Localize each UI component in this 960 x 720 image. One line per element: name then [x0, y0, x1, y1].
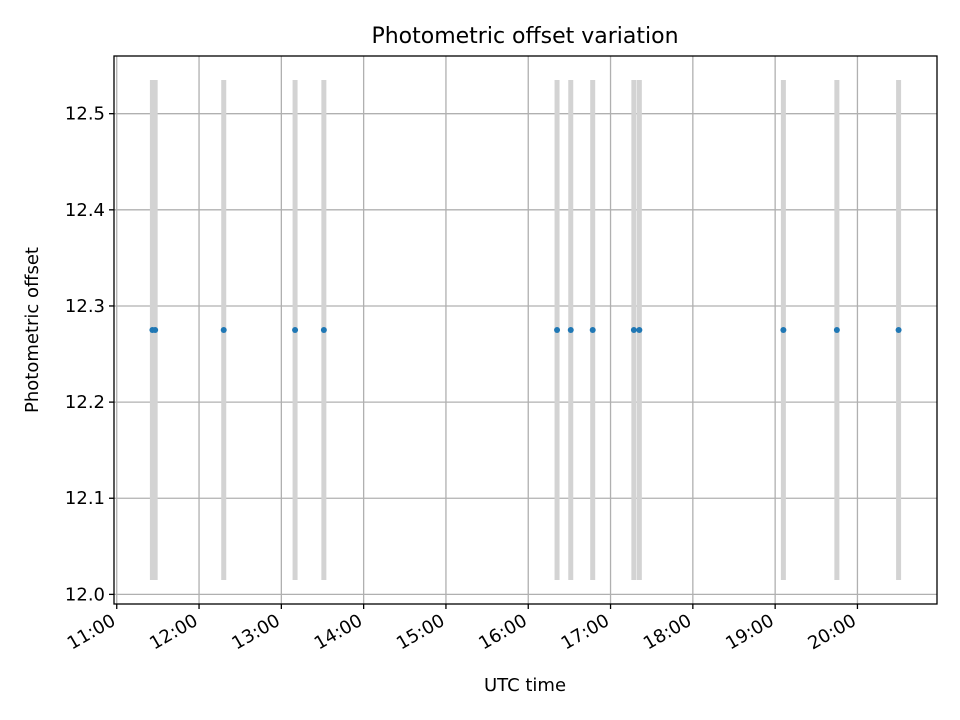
- data-point: [567, 327, 574, 333]
- data-points: [149, 327, 902, 333]
- x-tick-label: 15:00: [393, 610, 448, 654]
- error-bars: [149, 80, 902, 580]
- data-point: [220, 327, 227, 333]
- x-tick-label: 18:00: [640, 610, 695, 654]
- y-tick-label: 12.1: [65, 488, 105, 509]
- y-tick-label: 12.3: [65, 296, 105, 317]
- plot-frame: [113, 55, 938, 605]
- y-axis-ticks: 12.0 12.1 12.2 12.3 12.4 12.5: [65, 104, 114, 605]
- y-tick-label: 12.4: [65, 200, 105, 221]
- x-tick-label: 16:00: [475, 610, 530, 654]
- y-tick-label: 12.2: [65, 392, 105, 413]
- x-tick-label: 12:00: [146, 610, 201, 654]
- y-tick-label: 12.0: [65, 584, 105, 605]
- data-point: [780, 327, 787, 333]
- data-point: [636, 327, 643, 333]
- x-tick-label: 11:00: [64, 610, 119, 654]
- data-point: [895, 327, 902, 333]
- x-tick-label: 13:00: [228, 610, 283, 654]
- data-point: [152, 327, 159, 333]
- x-tick-label: 19:00: [722, 610, 777, 654]
- data-point: [320, 327, 327, 333]
- chart-title: Photometric offset variation: [371, 24, 678, 49]
- data-point: [589, 327, 596, 333]
- data-point: [292, 327, 299, 333]
- x-tick-label: 17:00: [558, 610, 613, 654]
- data-point: [630, 327, 637, 333]
- data-point: [554, 327, 561, 333]
- data-point: [833, 327, 840, 333]
- y-tick-label: 12.5: [65, 104, 105, 125]
- x-tick-label: 14:00: [311, 610, 366, 654]
- x-tick-label: 20:00: [805, 610, 860, 654]
- x-axis-label: UTC time: [484, 675, 566, 696]
- grid: [114, 56, 937, 604]
- y-axis-label: Photometric offset: [22, 247, 43, 413]
- x-axis-ticks: 11:00 12:00 13:00 14:00 15:00 16:00 17:00 18:00…: [64, 604, 860, 654]
